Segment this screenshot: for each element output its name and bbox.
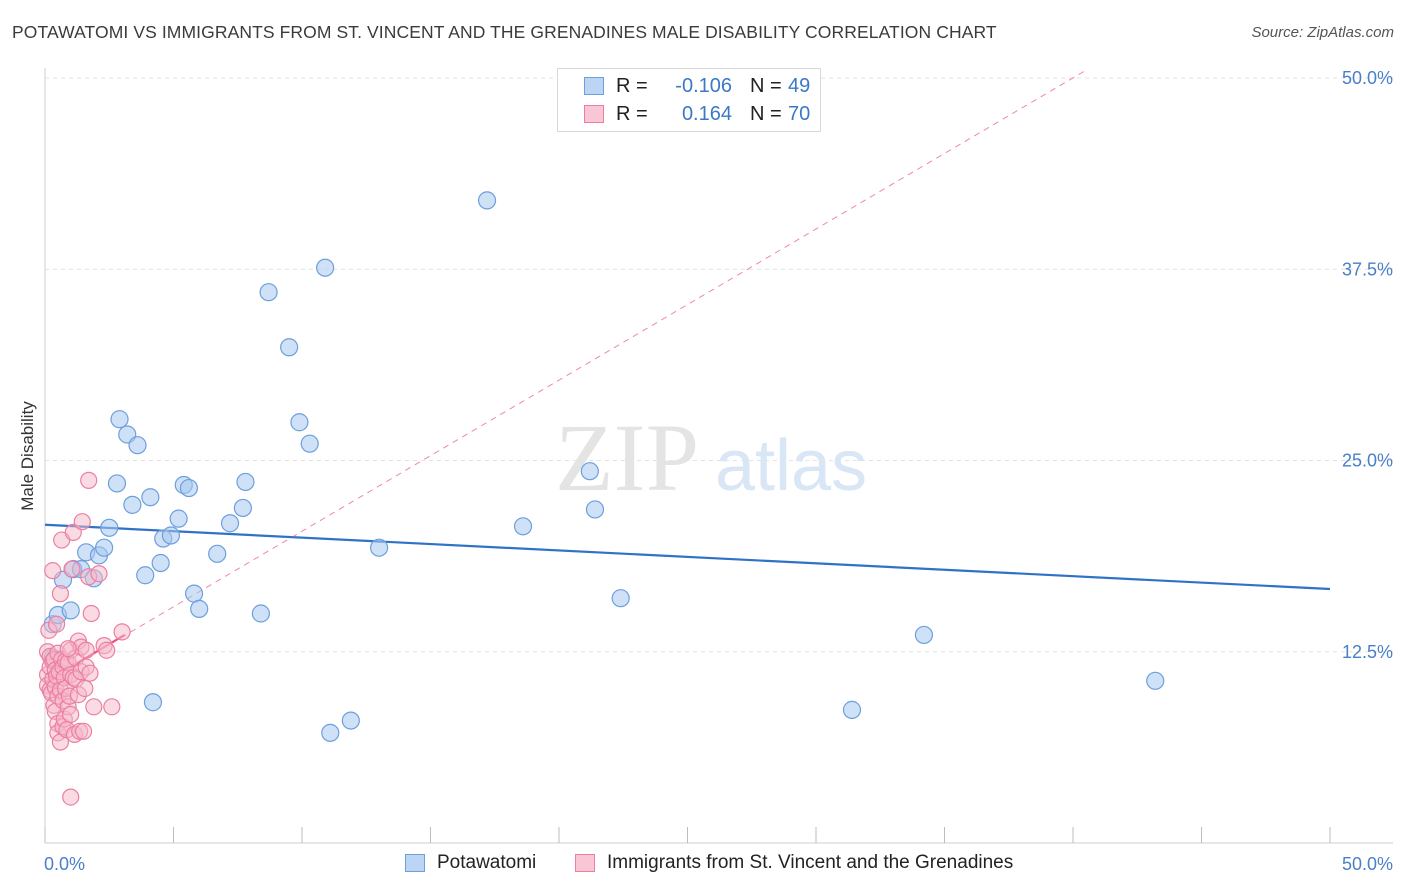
legend-r-label: R = (616, 102, 648, 125)
potawatomi-point (341, 711, 360, 730)
immigrants-point (47, 615, 66, 633)
series-legend-immigrants[interactable]: Immigrants from St. Vincent and the Gren… (575, 852, 1013, 874)
grid-lines (45, 77, 1393, 653)
data-points (38, 191, 1165, 806)
y-tick-label: 50.0% (1342, 68, 1393, 88)
immigrants-point (77, 641, 95, 659)
immigrants-point (62, 788, 80, 806)
potawatomi-point (611, 589, 630, 608)
immigrants-point (73, 513, 91, 531)
immigrants-point (44, 562, 62, 580)
y-tick-label: 12.5% (1342, 642, 1393, 662)
potawatomi-trend-line (44, 523, 1331, 591)
immigrants-point (80, 471, 98, 489)
legend-n-label: N = (750, 74, 782, 97)
legend-swatch-pink (584, 105, 604, 123)
potawatomi-point (513, 517, 533, 536)
chart-title: POTAWATOMI VS IMMIGRANTS FROM ST. VINCEN… (12, 22, 997, 42)
potawatomi-point (169, 509, 188, 528)
immigrants-point (103, 698, 121, 716)
y-tick-label: 25.0% (1342, 451, 1393, 471)
series-label-potawatomi: Potawatomi (437, 852, 537, 873)
immigrants-point (51, 585, 70, 603)
immigrants-point (90, 565, 108, 583)
legend-n-label: N = (750, 102, 782, 125)
immigrants-point (76, 679, 94, 698)
immigrants-trend-extension (44, 69, 1087, 683)
potawatomi-point (61, 601, 80, 620)
potawatomi-point (316, 258, 335, 277)
source-label: Source: ZipAtlas.com (1251, 24, 1394, 41)
potawatomi-point (321, 723, 340, 742)
axis-labels: Male Disability 12.5% 25.0% 37.5% 50.0% 0.0%… (18, 68, 1393, 874)
potawatomi-point (143, 693, 163, 712)
potawatomi-point (161, 526, 181, 545)
potawatomi-point (184, 584, 204, 603)
potawatomi-point (300, 434, 319, 453)
axes (44, 68, 1393, 844)
trend-lines (44, 69, 1331, 684)
x-tick-label: 50.0% (1342, 854, 1393, 874)
potawatomi-point (1146, 671, 1165, 690)
watermark-atlas: atlas (715, 426, 867, 506)
potawatomi-point (280, 338, 299, 357)
potawatomi-point (179, 478, 199, 498)
y-axis-label: Male Disability (18, 401, 37, 511)
immigrants-point (113, 623, 131, 641)
potawatomi-point (151, 553, 170, 573)
potawatomi-point (259, 283, 278, 302)
legend-r-value: 0.164 (681, 102, 732, 125)
potawatomi-point (477, 191, 497, 210)
series-legend-potawatomi[interactable]: Potawatomi (405, 852, 536, 874)
legend-r-value: -0.106 (675, 74, 732, 97)
y-tick-label: 37.5% (1342, 259, 1393, 279)
potawatomi-point (141, 488, 160, 507)
potawatomi-point (251, 604, 270, 623)
immigrants-point (63, 560, 81, 578)
series-swatch-pink (575, 854, 595, 872)
legend-swatch-blue (584, 77, 604, 95)
potawatomi-point (190, 599, 209, 619)
legend-n-value: 49 (788, 74, 811, 97)
potawatomi-point (914, 625, 934, 645)
potawatomi-point (136, 566, 155, 585)
series-label-immigrants: Immigrants from St. Vincent and the Gren… (607, 852, 1014, 873)
potawatomi-point (233, 498, 252, 518)
correlation-legend: R = -0.106 N = 49 R = 0.164 N = 70 (557, 68, 821, 132)
legend-row-immigrants: R = 0.164 N = 70 (558, 100, 810, 128)
series-legend: Potawatomi Immigrants from St. Vincent a… (0, 852, 1406, 878)
immigrants-point (74, 722, 93, 740)
potawatomi-point (370, 538, 389, 557)
immigrants-point (62, 705, 80, 724)
immigrants-point (82, 604, 100, 623)
watermark: ZIP atlas (555, 404, 867, 511)
watermark-zip: ZIP (555, 404, 699, 511)
potawatomi-point (95, 538, 114, 557)
potawatomi-point (580, 462, 599, 481)
potawatomi-point (220, 514, 240, 533)
series-swatch-blue (405, 854, 425, 872)
potawatomi-point (585, 500, 605, 519)
potawatomi-point (123, 495, 142, 514)
potawatomi-point (100, 518, 119, 537)
potawatomi-point (208, 544, 227, 563)
potawatomi-point (842, 700, 862, 719)
immigrants-point (98, 641, 116, 659)
legend-n-value: 70 (788, 102, 811, 125)
immigrants-point (81, 664, 99, 682)
legend-row-potawatomi: R = -0.106 N = 49 (558, 72, 810, 100)
immigrants-point (59, 640, 77, 658)
potawatomi-point (107, 474, 127, 493)
potawatomi-point (290, 413, 309, 432)
legend-r-label: R = (616, 74, 648, 97)
x-tick-label: 0.0% (44, 854, 85, 874)
potawatomi-point (128, 436, 147, 455)
potawatomi-point (110, 410, 129, 429)
immigrants-point (85, 698, 103, 716)
potawatomi-point (236, 472, 255, 492)
